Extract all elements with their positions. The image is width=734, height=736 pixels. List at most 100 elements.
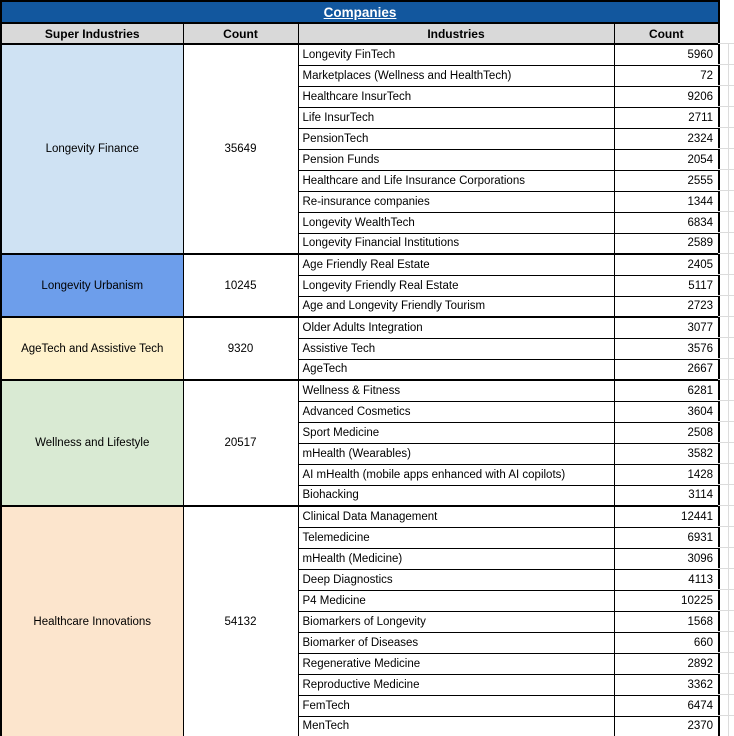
industry-count-cell: 6474 [613,694,720,717]
industry-count-cell: 4113 [613,568,720,591]
table-row: Re-insurance companies 1344 [1,190,720,213]
gridline [728,44,729,736]
table-row: Longevity Financial Institutions 2589 [1,232,720,255]
industry-name-cell: Age Friendly Real Estate [297,253,615,276]
industry-name-cell: AgeTech [297,358,615,381]
table-row: Longevity WealthTech 6834 [1,211,720,234]
table-row: Wellness and Lifestyle 20517 Wellness & Fi… [0,379,720,507]
industry-count-cell: 2723 [613,295,720,318]
industry-count-cell: 3604 [613,400,720,423]
table-row: Longevity Finance 35649 Longevity FinTech 5… [0,43,720,255]
table-row: Sport Medicine 2508 [1,421,720,444]
table-row: Healthcare and Life Insurance Corporatio… [1,169,720,192]
industry-count-cell: 3362 [613,673,720,696]
table-row: Healthcare Innovations 54132 Clinical Data… [0,505,720,736]
column-header-industry-count: Count [613,22,720,45]
column-header-super-count: Count [182,22,299,45]
table-title-link[interactable]: Companies [323,4,397,20]
super-industry-count-cell: 20517 [182,379,299,507]
table-row: Reproductive Medicine 3362 [1,673,720,696]
table-row: Biohacking 3114 [1,484,720,507]
industry-name-cell: AI mHealth (mobile apps enhanced with AI… [297,463,615,486]
industry-count-cell: 2370 [613,715,720,736]
industry-name-cell: Pension Funds [297,148,615,171]
industry-name-cell: Regenerative Medicine [297,652,615,675]
industry-name-cell: Biomarkers of Longevity [297,610,615,633]
super-industry-cell: Wellness and Lifestyle [0,379,184,507]
industry-name-cell: Age and Longevity Friendly Tourism [297,295,615,318]
industry-count-cell: 2405 [613,253,720,276]
table-row: Advanced Cosmetics 3604 [1,400,720,423]
industry-name-cell: mHealth (Medicine) [297,547,615,570]
table-row: Healthcare InsurTech 9206 [1,85,720,108]
industry-name-cell: mHealth (Wearables) [297,442,615,465]
super-industry-count-cell: 54132 [182,505,299,736]
industry-count-cell: 1344 [613,190,720,213]
industry-name-cell: FemTech [297,694,615,717]
column-header-super-industries: Super Industries [0,22,184,45]
industry-count-cell: 6834 [613,211,720,234]
industry-count-cell: 2892 [613,652,720,675]
industry-count-cell: 6281 [613,379,720,402]
super-industry-cell: AgeTech and Assistive Tech [0,316,184,381]
industry-count-cell: 2667 [613,358,720,381]
super-industry-count-cell: 35649 [182,43,299,255]
table-row: Life InsurTech 2711 [1,106,720,129]
table-row: Biomarker of Diseases 660 [1,631,720,654]
industry-count-cell: 5117 [613,274,720,297]
industry-name-cell: Wellness & Fitness [297,379,615,402]
table-row: Longevity Friendly Real Estate 5117 [1,274,720,297]
industry-name-cell: Longevity Financial Institutions [297,232,615,255]
industry-name-cell: PensionTech [297,127,615,150]
industry-name-cell: Telemedicine [297,526,615,549]
table-title-bar: Companies [0,0,720,24]
industry-count-cell: 3077 [613,316,720,339]
industry-name-cell: Deep Diagnostics [297,568,615,591]
industry-count-cell: 3114 [613,484,720,507]
industry-name-cell: Sport Medicine [297,421,615,444]
super-industry-count-cell: 9320 [182,316,299,381]
super-industry-cell: Longevity Finance [0,43,184,255]
super-industry-count-cell: 10245 [182,253,299,318]
industry-count-cell: 2555 [613,169,720,192]
spreadsheet-margin-gridlines [718,43,734,736]
industry-count-cell: 2589 [613,232,720,255]
table-row: AgeTech and Assistive Tech 9320 Older Adul… [0,316,720,381]
industry-count-cell: 3582 [613,442,720,465]
table-row: Deep Diagnostics 4113 [1,568,720,591]
industry-name-cell: Longevity FinTech [297,43,615,66]
industry-name-cell: Longevity Friendly Real Estate [297,274,615,297]
industry-name-cell: Biohacking [297,484,615,507]
industry-name-cell: Biomarker of Diseases [297,631,615,654]
table-row: mHealth (Wearables) 3582 [1,442,720,465]
industry-count-cell: 2054 [613,148,720,171]
industry-count-cell: 6931 [613,526,720,549]
industry-name-cell: P4 Medicine [297,589,615,612]
industry-count-cell: 10225 [613,589,720,612]
industry-name-cell: Re-insurance companies [297,190,615,213]
table-row: Assistive Tech 3576 [1,337,720,360]
column-header-row: Super Industries Count Industries Count [0,22,720,45]
industry-count-cell: 5960 [613,43,720,66]
table-row: Marketplaces (Wellness and HealthTech) 72 [1,64,720,87]
industry-name-cell: Older Adults Integration [297,316,615,339]
table-row: Regenerative Medicine 2892 [1,652,720,675]
industry-name-cell: Healthcare and Life Insurance Corporatio… [297,169,615,192]
column-header-industries: Industries [297,22,615,45]
industry-count-cell: 2508 [613,421,720,444]
industry-count-cell: 9206 [613,85,720,108]
industry-count-cell: 2711 [613,106,720,129]
industry-count-cell: 2324 [613,127,720,150]
industry-count-cell: 1568 [613,610,720,633]
super-industry-cell: Longevity Urbanism [0,253,184,318]
table-row: Telemedicine 6931 [1,526,720,549]
industry-name-cell: Advanced Cosmetics [297,400,615,423]
table-row: mHealth (Medicine) 3096 [1,547,720,570]
table-row: Longevity Urbanism 10245 Age Friendly Real… [0,253,720,318]
table-row: FemTech 6474 [1,694,720,717]
industry-name-cell: MenTech [297,715,615,736]
industry-name-cell: Clinical Data Management [297,505,615,528]
industry-name-cell: Life InsurTech [297,106,615,129]
industry-name-cell: Assistive Tech [297,337,615,360]
